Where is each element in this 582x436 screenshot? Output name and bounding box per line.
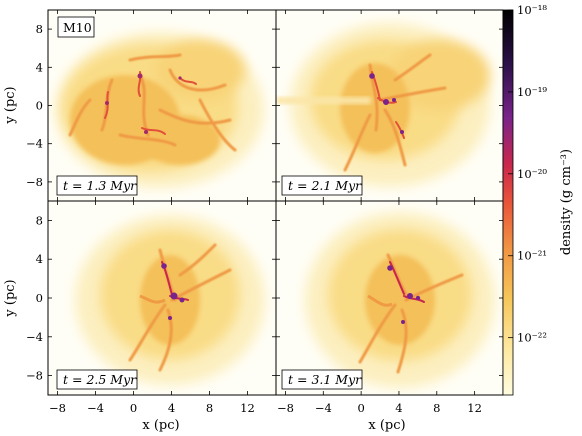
model-label: M10 bbox=[57, 16, 95, 38]
density-map bbox=[276, 212, 495, 388]
y-tick-label: 8 bbox=[36, 22, 43, 36]
panel-3: t = 2.5 Myr bbox=[47, 200, 277, 396]
x-tick-label: −8 bbox=[49, 401, 66, 415]
panel-time-label: t = 2.1 Myr bbox=[281, 175, 363, 196]
panel-time-label: t = 1.3 Myr bbox=[56, 175, 138, 196]
density-map bbox=[48, 215, 265, 385]
x-axis-title-right: x (pc) bbox=[368, 418, 405, 433]
colorbar-tick-label: 10⁻²¹ bbox=[517, 249, 547, 263]
x-tick-label: −4 bbox=[87, 401, 104, 415]
colorbar: 10⁻²² 10⁻²¹ 10⁻²⁰ 10⁻¹⁹ 10⁻¹⁸ density (g cm⁻… bbox=[502, 3, 574, 396]
colorbar-title: density (g cm⁻³) bbox=[559, 149, 574, 255]
colorbar-gradient bbox=[502, 9, 514, 396]
x-tick-label: 0 bbox=[357, 401, 364, 415]
x-tick-label: 4 bbox=[168, 401, 175, 415]
x-tick-label: 4 bbox=[395, 401, 402, 415]
y-tick-label: −4 bbox=[26, 137, 43, 151]
x-tick-label: −8 bbox=[277, 401, 294, 415]
colorbar-tick-label: 10⁻¹⁸ bbox=[517, 3, 547, 17]
colorbar-tick-label: 10⁻¹⁹ bbox=[517, 85, 547, 99]
model-label-text: M10 bbox=[63, 20, 92, 35]
x-tick-label: 12 bbox=[467, 401, 482, 415]
x-axis-title-left: x (pc) bbox=[142, 418, 179, 433]
y-axis-title-bottom: y (pc) bbox=[3, 279, 18, 317]
density-map bbox=[276, 23, 490, 187]
y-tick-label: 4 bbox=[36, 252, 43, 266]
y-tick-label: −4 bbox=[26, 330, 43, 344]
axes: −8 −4 0 4 8 12 −8 −4 0 4 8 12 −8 −4 0 4 8 −8 −4 0 4 8 bbox=[26, 10, 503, 415]
y-tick-label: −8 bbox=[26, 175, 43, 189]
colorbar-tick-label: 10⁻²⁰ bbox=[517, 167, 547, 181]
time-label: t = 1.3 Myr bbox=[63, 178, 137, 193]
y-tick-label: −8 bbox=[26, 369, 43, 383]
y-axis-title-top: y (pc) bbox=[3, 86, 18, 124]
time-label: t = 2.1 Myr bbox=[288, 178, 362, 193]
time-label: t = 3.1 Myr bbox=[288, 372, 362, 387]
panel-time-label: t = 3.1 Myr bbox=[281, 369, 363, 390]
x-tick-label: 0 bbox=[130, 401, 137, 415]
x-tick-label: 8 bbox=[206, 401, 213, 415]
density-map bbox=[56, 32, 264, 188]
colorbar-ticks: 10⁻²² 10⁻²¹ 10⁻²⁰ 10⁻¹⁹ 10⁻¹⁸ bbox=[508, 3, 547, 345]
x-tick-label: 8 bbox=[433, 401, 440, 415]
x-tick-label: 12 bbox=[240, 401, 255, 415]
time-label: t = 2.5 Myr bbox=[63, 372, 137, 387]
colorbar-tick-label: 10⁻²² bbox=[517, 331, 547, 345]
y-tick-label: 0 bbox=[36, 291, 43, 305]
y-tick-label: 0 bbox=[36, 99, 43, 113]
x-tick-label: −4 bbox=[315, 401, 332, 415]
panel-4: t = 3.1 Myr bbox=[275, 200, 504, 396]
panel-time-label: t = 2.5 Myr bbox=[56, 369, 138, 390]
panel-2: t = 2.1 Myr bbox=[275, 9, 504, 202]
y-tick-label: 8 bbox=[36, 213, 43, 227]
y-tick-label: 4 bbox=[36, 60, 43, 74]
panel-1: t = 1.3 Myr M10 bbox=[47, 9, 277, 202]
